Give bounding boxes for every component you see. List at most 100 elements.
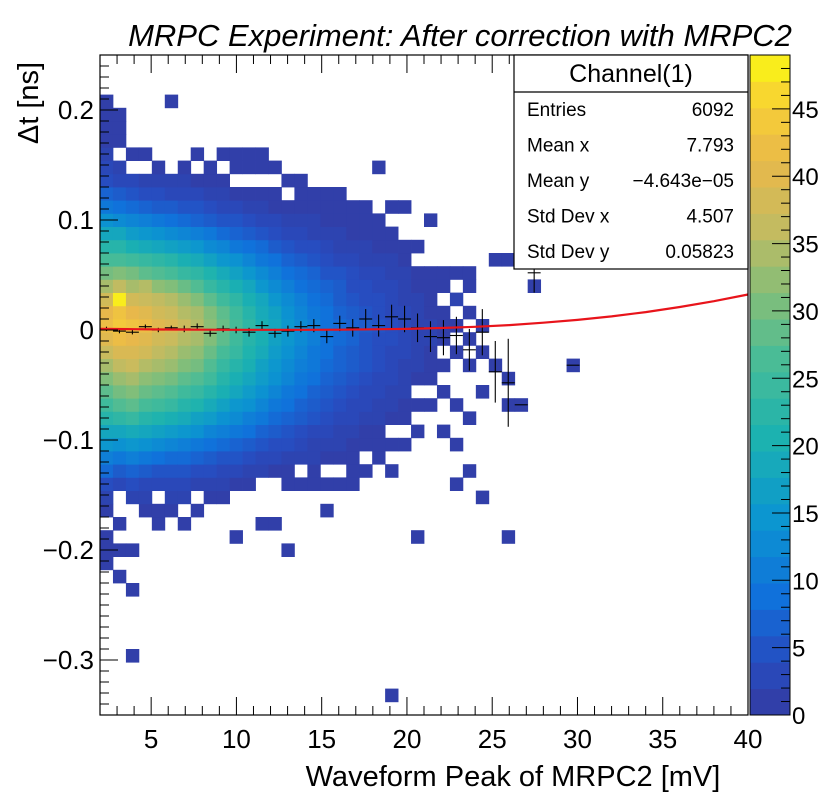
heatmap-cell — [112, 279, 127, 293]
heatmap-cell — [190, 332, 205, 346]
heatmap-cell — [203, 213, 218, 227]
heatmap-cell — [398, 279, 412, 293]
heatmap-cell — [177, 411, 192, 425]
heatmap-cell — [268, 266, 282, 280]
heatmap-cell — [320, 253, 334, 267]
heatmap-cell — [151, 517, 166, 531]
heatmap-cell — [177, 253, 192, 267]
heatmap-cell — [138, 332, 153, 346]
heatmap-cell — [112, 213, 127, 227]
heatmap-cell — [372, 345, 386, 359]
heatmap-cell — [112, 292, 127, 307]
heatmap-cell — [216, 305, 230, 320]
colorbar-swatch — [750, 530, 790, 558]
heatmap-cell — [268, 437, 282, 452]
heatmap-cell — [164, 200, 179, 214]
heatmap-cell — [372, 213, 386, 227]
heatmap-cell — [398, 398, 412, 412]
heatmap-cell — [346, 253, 360, 267]
heatmap-cell — [125, 239, 140, 254]
heatmap-cell — [100, 187, 114, 201]
heatmap-cell — [100, 451, 114, 465]
heatmap-cell — [112, 477, 127, 491]
heatmap-cell — [125, 649, 140, 663]
heatmap-cell — [100, 530, 114, 544]
heatmap-cell — [125, 411, 140, 425]
heatmap-cell — [462, 305, 477, 320]
heatmap-cell — [229, 358, 243, 373]
heatmap-cell — [436, 279, 451, 293]
heatmap-cell — [229, 266, 243, 280]
heatmap-cell — [190, 358, 205, 373]
heatmap-cell — [359, 398, 373, 412]
heatmap-cell — [242, 437, 256, 452]
heatmap-cell — [229, 147, 243, 161]
heatmap-cell — [320, 305, 334, 320]
heatmap-cell — [398, 239, 412, 254]
heatmap-cell — [359, 332, 373, 346]
heatmap-cell — [307, 345, 321, 359]
heatmap-cell — [372, 398, 386, 412]
heatmap-cell — [242, 266, 256, 280]
heatmap-cell — [203, 385, 218, 399]
heatmap-cell — [320, 371, 334, 386]
heatmap-cell — [138, 266, 153, 280]
heatmap-cell — [242, 464, 256, 478]
profile-point — [462, 328, 476, 371]
heatmap-cell — [307, 451, 321, 465]
heatmap-cell — [242, 187, 256, 201]
heatmap-cell — [268, 279, 282, 293]
heatmap-cell — [307, 464, 321, 478]
colorbar-swatch — [750, 662, 790, 690]
heatmap-cell — [281, 253, 295, 267]
heatmap-cell — [242, 200, 256, 214]
heatmap-cell — [125, 437, 140, 452]
heatmap-cell — [359, 464, 373, 478]
heatmap-cell — [255, 437, 269, 452]
heatmap-cell — [255, 464, 269, 478]
heatmap-cell — [229, 371, 243, 386]
heatmap-cell — [242, 292, 256, 307]
heatmap-cell — [346, 200, 360, 214]
heatmap-cell — [475, 490, 490, 505]
heatmap-cell — [203, 239, 218, 254]
heatmap-cell — [112, 226, 127, 241]
heatmap-cell — [177, 239, 192, 254]
heatmap-cell — [462, 279, 477, 293]
colorbar-swatch — [750, 451, 790, 478]
heatmap-cell — [346, 226, 360, 241]
heatmap-cell — [372, 160, 386, 175]
heatmap-cell — [372, 253, 386, 267]
heatmap-cell — [112, 385, 127, 399]
heatmap-cell — [346, 437, 360, 452]
heatmap-cell — [307, 213, 321, 227]
heatmap-cell — [372, 371, 386, 386]
heatmap-cell — [242, 411, 256, 425]
heatmap-cell — [333, 411, 347, 425]
heatmap-cell — [190, 477, 205, 491]
heatmap-cell — [177, 385, 192, 399]
heatmap-cell — [177, 490, 192, 505]
heatmap-cell — [151, 464, 166, 478]
heatmap-cell — [385, 239, 399, 254]
heatmap-cell — [125, 305, 140, 320]
heatmap-cell — [255, 305, 269, 320]
heatmap-cell — [346, 398, 360, 412]
heatmap-cell — [475, 385, 490, 399]
heatmap-cell — [242, 398, 256, 412]
heatmap-cell — [151, 358, 166, 373]
heatmap-cell — [125, 200, 140, 214]
heatmap-cell — [281, 226, 295, 241]
heatmap-cell — [125, 187, 140, 201]
heatmap-cell — [268, 305, 282, 320]
stats-label: Std Dev y — [527, 242, 610, 263]
heatmap-cell — [385, 279, 399, 293]
heatmap-cell — [268, 187, 282, 201]
heatmap-cell — [203, 200, 218, 214]
y-axis: −0.3 −0.2 −0.1 0 0.1 0.2 — [43, 54, 118, 716]
colorbar-swatch — [750, 556, 790, 584]
heatmap-cell — [164, 332, 179, 346]
heatmap-cell — [164, 477, 179, 491]
heatmap-cell — [359, 411, 373, 425]
